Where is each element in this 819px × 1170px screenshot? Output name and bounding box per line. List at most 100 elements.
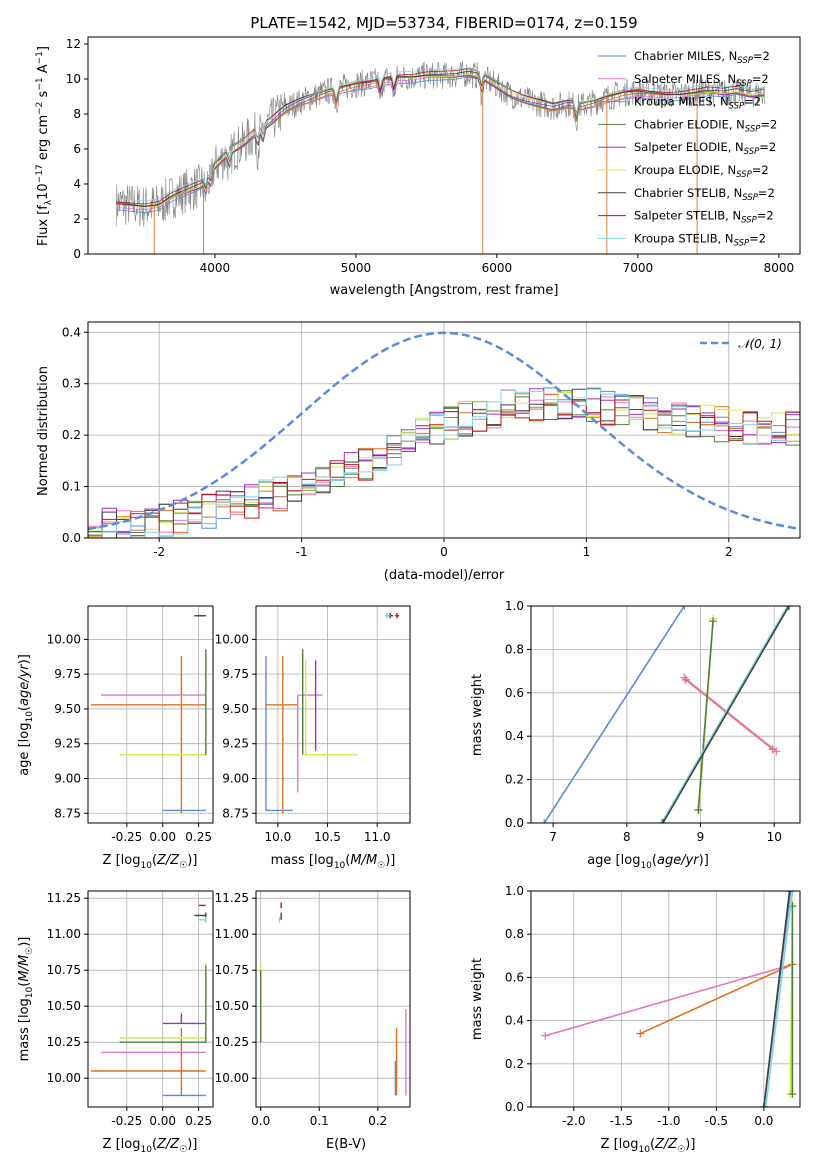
y-tick-label: 8.75 — [54, 806, 81, 820]
z-age-xlabel: Z [log10(Z/Z☉)] — [103, 853, 198, 871]
y-tick-label: 0.2 — [62, 428, 81, 442]
x-tick-label: 2 — [725, 545, 733, 559]
x-tick-label: 9 — [697, 830, 705, 844]
x-tick-label: 0.25 — [185, 830, 212, 844]
weight-marker — [759, 1103, 768, 1107]
residual-histogram-step — [88, 387, 800, 538]
x-tick-label: 0.00 — [149, 830, 176, 844]
legend-label: Chabrier STELIB, NSSP=2 — [634, 186, 775, 203]
panel-frame — [530, 605, 801, 824]
x-tick-label: 0.2 — [368, 1114, 387, 1128]
y-tick-label: 0.0 — [62, 531, 81, 545]
plot-area — [88, 322, 800, 538]
x-tick-label: 0 — [440, 545, 448, 559]
x-tick-label: 0.25 — [185, 1114, 212, 1128]
x-tick-label: 10.0 — [264, 830, 291, 844]
weight-line — [763, 891, 791, 1107]
x-tick-label: -1 — [296, 545, 308, 559]
spectrum-legend: Chabrier MILES, NSSP=2 Salpeter MILES, NS… — [598, 49, 777, 248]
weight-marker — [785, 891, 794, 895]
x-tick-label: 8000 — [764, 261, 795, 275]
weight-marker — [636, 1029, 645, 1038]
chart-title: PLATE=1542, MJD=53734, FIBERID=0174, z=0… — [250, 14, 637, 32]
y-tick-label: 0.0 — [505, 1100, 524, 1114]
panel-frame — [255, 605, 411, 824]
y-tick-label: 1.0 — [505, 884, 524, 898]
y-tick-label: 11.00 — [47, 927, 81, 941]
plot-area — [115, 61, 766, 254]
y-tick-label: 9.75 — [54, 667, 81, 681]
y-tick-label: 0.2 — [505, 1057, 524, 1071]
weight-marker — [658, 819, 667, 823]
y-tick-label: 4 — [73, 177, 81, 191]
weight-marker — [541, 1031, 550, 1040]
weight-marker — [784, 606, 793, 610]
age-weight-ylabel: mass weight — [470, 674, 485, 756]
plot-area — [256, 891, 410, 1107]
weight-marker — [680, 606, 689, 610]
y-tick-label: 0.3 — [62, 377, 81, 391]
spectrum-ylabel: Flux [fλ10−17 erg cm−2 s−1 A−1] — [35, 46, 54, 246]
x-tick-label: 10 — [767, 830, 782, 844]
z-mass-xlabel: Z [log10(Z/Z☉)] — [103, 1137, 198, 1155]
y-tick-label: 0.8 — [505, 927, 524, 941]
weight-line — [697, 621, 714, 811]
weight-line — [543, 606, 685, 823]
y-tick-label: 0 — [73, 247, 81, 261]
y-tick-label: 9.50 — [222, 702, 249, 716]
spectrum-panel: 4000 5000 6000 7000 8000 0 2 4 6 8 10 12 — [66, 36, 801, 275]
x-tick-label: 0.00 — [149, 1114, 176, 1128]
plot-area — [88, 606, 213, 823]
panel-frame — [87, 605, 214, 824]
legend-label: Chabrier MILES, NSSP=2 — [634, 49, 770, 66]
y-tick-label: 11.25 — [215, 891, 249, 905]
x-tick-label: -0.5 — [705, 1114, 728, 1128]
y-tick-label: 10.00 — [47, 632, 81, 646]
y-tick-label: 10.25 — [215, 1035, 249, 1049]
weight-line — [662, 606, 790, 823]
residual-ylabel: Normed distribution — [36, 366, 51, 496]
weight-marker — [761, 1103, 770, 1107]
y-tick-label: 0.4 — [505, 1014, 524, 1028]
z-weight-xlabel: Z [log10(Z/Z☉)] — [601, 1137, 696, 1155]
weight-line — [545, 963, 793, 1037]
y-tick-label: 9.00 — [222, 771, 249, 785]
y-tick-label: 11.25 — [47, 891, 81, 905]
y-tick-label: 9.00 — [54, 771, 81, 785]
ebv-mass-panel: 0.0 0.1 0.2 10.00 10.25 10.50 10.75 11.00 11.25 — [215, 890, 411, 1128]
model-spectrum-line — [116, 67, 765, 202]
legend-label: Salpeter MILES, NSSP=2 — [634, 72, 769, 89]
x-tick-label: 0.0 — [754, 1114, 773, 1128]
legend-label: Kroupa STELIB, NSSP=2 — [634, 231, 766, 248]
x-tick-label: -1.0 — [657, 1114, 680, 1128]
residual-xlabel: (data-model)/error — [384, 568, 505, 583]
y-tick-label: 9.25 — [222, 737, 249, 751]
panel-frame — [255, 890, 411, 1108]
residual-histogram-panel: -2 -1 0 1 2 0.0 0.1 0.2 0.3 0.4 — [62, 321, 801, 559]
ebv-mass-xlabel: E(B-V) — [326, 1137, 366, 1152]
y-tick-label: 9.50 — [54, 702, 81, 716]
weight-marker — [709, 617, 718, 626]
y-tick-label: 10.50 — [47, 999, 81, 1013]
y-tick-label: 10.00 — [215, 1071, 249, 1085]
x-tick-label: 0.0 — [251, 1114, 270, 1128]
x-tick-label: 4000 — [200, 261, 231, 275]
y-tick-label: 0.2 — [505, 773, 524, 787]
weight-marker — [657, 819, 666, 823]
x-tick-label: -2.0 — [562, 1114, 585, 1128]
y-tick-label: 0.0 — [505, 816, 524, 830]
x-tick-label: 7 — [549, 830, 557, 844]
y-tick-label: 10 — [66, 72, 81, 86]
weight-marker — [786, 891, 795, 895]
plot-area — [531, 891, 800, 1107]
weight-line — [764, 891, 794, 1107]
x-tick-label: 1 — [583, 545, 591, 559]
y-tick-label: 8 — [73, 107, 81, 121]
y-tick-label: 10.25 — [47, 1035, 81, 1049]
spectrum-frame — [87, 36, 801, 255]
x-tick-label: 5000 — [341, 261, 372, 275]
plot-area — [531, 606, 800, 823]
weight-marker — [788, 891, 797, 895]
z-age-panel: -0.25 0.00 0.25 8.75 9.00 9.25 9.50 9.75 10.00 — [47, 605, 214, 844]
z-mass-ylabel: mass [log10(M/M☉)] — [17, 937, 35, 1062]
